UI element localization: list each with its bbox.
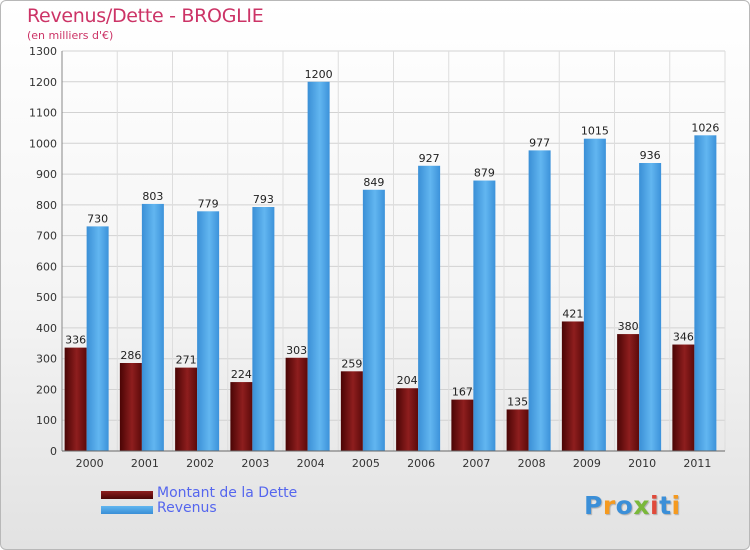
data-label-dette-2008: 135 bbox=[507, 395, 528, 408]
data-label-revenus-2009: 1015 bbox=[581, 125, 609, 138]
data-label-dette-2001: 286 bbox=[120, 349, 141, 362]
y-tick-label: 300 bbox=[36, 353, 57, 366]
logo-letter: i bbox=[671, 491, 681, 520]
y-tick-label: 100 bbox=[36, 414, 57, 427]
bar-revenus-2007 bbox=[473, 180, 496, 452]
legend-label-revenus: Revenus bbox=[157, 500, 217, 516]
logo-letter: P bbox=[584, 491, 603, 520]
data-label-revenus-2007: 879 bbox=[474, 167, 495, 180]
y-tick-label: 700 bbox=[36, 230, 57, 243]
x-tick-label: 2003 bbox=[241, 457, 269, 470]
bar-dette-2008 bbox=[506, 409, 529, 451]
y-tick-label: 500 bbox=[36, 291, 57, 304]
y-tick-label: 0 bbox=[50, 445, 57, 458]
bar-revenus-2011 bbox=[694, 135, 717, 452]
logo-letter: o bbox=[615, 491, 634, 520]
bar-dette-2003 bbox=[230, 382, 253, 451]
data-label-revenus-2010: 936 bbox=[640, 149, 661, 162]
chart-subtitle: (en milliers d'€) bbox=[27, 29, 114, 42]
x-tick-label: 2002 bbox=[186, 457, 214, 470]
data-label-revenus-2002: 779 bbox=[198, 197, 219, 210]
data-label-dette-2009: 421 bbox=[562, 307, 583, 320]
legend-label-dette: Montant de la Dette bbox=[157, 485, 298, 501]
legend-swatch-dette bbox=[101, 491, 153, 499]
data-label-revenus-2001: 803 bbox=[142, 190, 163, 203]
x-tick-label: 2005 bbox=[352, 457, 380, 470]
bar-dette-2010 bbox=[617, 334, 640, 451]
data-label-revenus-2008: 977 bbox=[529, 136, 550, 149]
bar-revenus-2004 bbox=[307, 81, 330, 452]
bar-dette-2002 bbox=[175, 367, 198, 451]
bar-dette-2006 bbox=[396, 388, 419, 451]
y-tick-label: 400 bbox=[36, 322, 57, 335]
bar-revenus-2008 bbox=[528, 150, 551, 451]
x-tick-label: 2008 bbox=[518, 457, 546, 470]
data-label-revenus-2000: 730 bbox=[87, 212, 108, 225]
x-tick-label: 2004 bbox=[297, 457, 325, 470]
x-tick-label: 2006 bbox=[407, 457, 435, 470]
bar-revenus-2010 bbox=[639, 163, 662, 451]
data-label-dette-2002: 271 bbox=[176, 354, 197, 367]
data-label-dette-2000: 336 bbox=[65, 334, 86, 347]
bar-dette-2011 bbox=[672, 344, 695, 451]
data-label-dette-2007: 167 bbox=[452, 386, 473, 399]
bar-dette-2000 bbox=[64, 347, 87, 451]
data-label-dette-2005: 259 bbox=[341, 357, 362, 370]
y-tick-label: 900 bbox=[36, 168, 57, 181]
data-label-revenus-2003: 793 bbox=[253, 193, 274, 206]
bar-revenus-2001 bbox=[141, 203, 164, 451]
bar-dette-2005 bbox=[340, 371, 363, 451]
bar-revenus-2003 bbox=[252, 207, 275, 451]
logo-letter: r bbox=[602, 491, 616, 520]
bar-revenus-2009 bbox=[583, 138, 606, 451]
data-label-dette-2006: 204 bbox=[397, 374, 418, 387]
data-label-dette-2003: 224 bbox=[231, 368, 252, 381]
x-tick-label: 2011 bbox=[683, 457, 711, 470]
legend-swatch-revenus bbox=[101, 506, 153, 514]
data-label-revenus-2005: 849 bbox=[363, 176, 384, 189]
data-label-revenus-2011: 1026 bbox=[691, 121, 719, 134]
x-tick-label: 2007 bbox=[462, 457, 490, 470]
data-label-dette-2010: 380 bbox=[618, 320, 639, 333]
y-tick-label: 600 bbox=[36, 260, 57, 273]
bar-dette-2009 bbox=[561, 321, 584, 451]
x-tick-label: 2001 bbox=[131, 457, 159, 470]
bar-revenus-2002 bbox=[197, 211, 220, 451]
data-label-revenus-2006: 927 bbox=[419, 152, 440, 165]
y-tick-label: 1100 bbox=[29, 107, 57, 120]
y-tick-label: 800 bbox=[36, 199, 57, 212]
x-tick-label: 2000 bbox=[76, 457, 104, 470]
bar-revenus-2006 bbox=[418, 165, 441, 451]
x-tick-label: 2009 bbox=[573, 457, 601, 470]
bar-dette-2007 bbox=[451, 399, 474, 451]
bar-dette-2001 bbox=[119, 363, 142, 451]
logo-letter: x bbox=[633, 491, 650, 520]
logo-letter: t bbox=[659, 491, 672, 520]
data-label-dette-2011: 346 bbox=[673, 331, 694, 344]
bar-dette-2004 bbox=[285, 357, 308, 451]
y-tick-label: 200 bbox=[36, 383, 57, 396]
y-tick-label: 1300 bbox=[29, 45, 57, 58]
y-tick-label: 1000 bbox=[29, 137, 57, 150]
x-tick-label: 2010 bbox=[628, 457, 656, 470]
logo-letter: i bbox=[650, 491, 660, 520]
data-label-dette-2004: 303 bbox=[286, 344, 307, 357]
proxiti-logo: Proxiti bbox=[584, 491, 681, 520]
y-tick-label: 1200 bbox=[29, 76, 57, 89]
bar-revenus-2000 bbox=[86, 226, 109, 451]
bar-revenus-2005 bbox=[362, 189, 385, 451]
chart-title: Revenus/Dette - BROGLIE bbox=[27, 5, 264, 27]
data-label-revenus-2004: 1200 bbox=[305, 68, 333, 81]
